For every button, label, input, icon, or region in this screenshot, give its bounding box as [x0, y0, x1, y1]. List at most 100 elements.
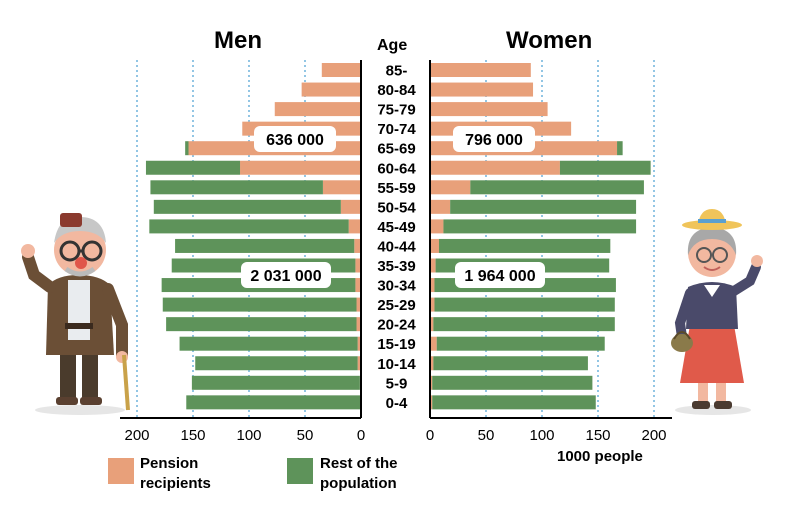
bar-men-rest-0-4	[186, 395, 361, 410]
bar-women-rest-55-59	[470, 180, 644, 195]
bar-men-pension-40-44	[354, 238, 361, 253]
tick-women-0: 0	[426, 427, 434, 444]
bar-women-pension-35-39	[430, 258, 436, 273]
bar-women-pension-0-4	[430, 395, 433, 410]
age-label-65-69: 65-69	[377, 141, 415, 158]
women-title: Women	[506, 27, 593, 54]
age-label-30-34: 30-34	[377, 278, 416, 295]
bar-men-rest-45-49	[149, 219, 349, 234]
tick-women-150: 150	[585, 427, 610, 444]
bar-women-rest-50-54	[450, 199, 637, 214]
bar-women-rest-20-24	[433, 317, 615, 332]
bar-men-pension-45-49	[348, 219, 361, 234]
annotation-men-pension-total: 636 000	[266, 132, 324, 149]
tick-women-50: 50	[478, 427, 495, 444]
age-label-50-54: 50-54	[377, 199, 416, 216]
age-label-0-4: 0-4	[386, 395, 408, 412]
bar-women-pension-15-19	[430, 336, 437, 351]
unit-label: 1000 people	[557, 448, 643, 465]
elderly-man-with-cane-icon	[21, 213, 130, 415]
age-label-20-24: 20-24	[377, 317, 416, 334]
bar-men-rest-20-24	[166, 317, 357, 332]
legend-pension-line2: recipients	[140, 475, 211, 492]
age-label-5-9: 5-9	[386, 375, 408, 392]
bar-women-rest-65-69	[617, 141, 623, 156]
tick-women-100: 100	[529, 427, 554, 444]
annotation-men-rest-total: 2 031 000	[250, 268, 321, 285]
tick-men-150: 150	[180, 427, 205, 444]
tick-men-0: 0	[357, 427, 365, 444]
annotation-men-pension-total-box	[254, 126, 336, 152]
age-label-40-44: 40-44	[377, 238, 416, 255]
bar-women-pension-85-	[430, 63, 531, 77]
annotation-women-rest-total: 1 964 000	[464, 268, 535, 285]
age-label-15-19: 15-19	[377, 336, 415, 353]
bar-men-pension-55-59	[322, 180, 361, 195]
elderly-woman-with-hat-icon	[671, 209, 763, 415]
bar-men-rest-10-14	[195, 356, 358, 371]
bar-men-rest-25-29	[162, 297, 357, 312]
age-label-10-14: 10-14	[377, 356, 416, 373]
legend-rest-label: Rest of the population	[320, 454, 398, 494]
bar-women-pension-40-44	[430, 238, 439, 253]
bar-women-rest-0-4	[432, 395, 596, 410]
bar-men-pension-75-79	[274, 102, 361, 117]
age-label-35-39: 35-39	[377, 258, 415, 275]
age-label-85-: 85-	[386, 63, 408, 80]
age-label-45-49: 45-49	[377, 219, 415, 236]
annotation-women-rest-total-box	[455, 262, 545, 288]
annotation-men-rest-total-box	[241, 262, 331, 288]
bar-women-pension-20-24	[430, 317, 434, 332]
bar-men-rest-55-59	[150, 180, 323, 195]
legend-pension-label: Pension recipients	[140, 454, 211, 494]
annotation-women-pension-total-box	[453, 126, 535, 152]
bar-men-pension-15-19	[357, 336, 361, 351]
age-label-25-29: 25-29	[377, 297, 415, 314]
bar-men-pension-80-84	[301, 82, 361, 97]
bar-women-pension-10-14	[430, 356, 434, 371]
bar-men-rest-50-54	[153, 199, 341, 214]
bar-women-pension-25-29	[430, 297, 435, 312]
age-label-75-79: 75-79	[377, 102, 415, 119]
tick-men-200: 200	[124, 427, 149, 444]
legend-rest-swatch	[287, 458, 313, 484]
bar-men-rest-65-69	[185, 141, 189, 156]
tick-men-50: 50	[297, 427, 314, 444]
bar-men-pension-35-39	[355, 258, 361, 273]
age-header: Age	[377, 37, 408, 54]
bar-women-rest-10-14	[433, 356, 588, 371]
bar-men-pension-10-14	[357, 356, 361, 371]
bar-women-pension-80-84	[430, 82, 534, 97]
bar-men-pension-25-29	[356, 297, 361, 312]
bar-men-pension-60-64	[240, 160, 361, 175]
bar-men-pension-50-54	[340, 199, 361, 214]
bar-women-rest-60-64	[559, 160, 651, 175]
legend-rest-line1: Rest of the	[320, 455, 398, 472]
bar-women-rest-40-44	[438, 238, 611, 253]
bar-women-pension-45-49	[430, 219, 444, 234]
bar-men-pension-20-24	[356, 317, 361, 332]
bar-women-pension-5-9	[430, 375, 433, 390]
bar-women-pension-30-34	[430, 278, 435, 293]
age-label-60-64: 60-64	[377, 160, 416, 177]
tick-women-200: 200	[641, 427, 666, 444]
bar-women-rest-15-19	[436, 336, 605, 351]
age-label-80-84: 80-84	[377, 82, 416, 99]
age-label-70-74: 70-74	[377, 121, 416, 138]
bar-men-pension-85-	[321, 63, 361, 77]
bar-women-pension-75-79	[430, 102, 548, 117]
legend-pension-swatch	[108, 458, 134, 484]
bar-men-rest-5-9	[191, 375, 360, 390]
tick-men-100: 100	[236, 427, 261, 444]
bar-women-rest-45-49	[443, 219, 637, 234]
age-label-55-59: 55-59	[377, 180, 415, 197]
bar-women-pension-55-59	[430, 180, 471, 195]
men-title: Men	[214, 27, 262, 54]
annotation-women-pension-total: 796 000	[465, 132, 523, 149]
bar-women-pension-50-54	[430, 199, 451, 214]
bar-men-rest-40-44	[175, 238, 355, 253]
legend-rest-line2: population	[320, 475, 397, 492]
bar-women-rest-5-9	[432, 375, 593, 390]
bar-men-rest-60-64	[145, 160, 241, 175]
